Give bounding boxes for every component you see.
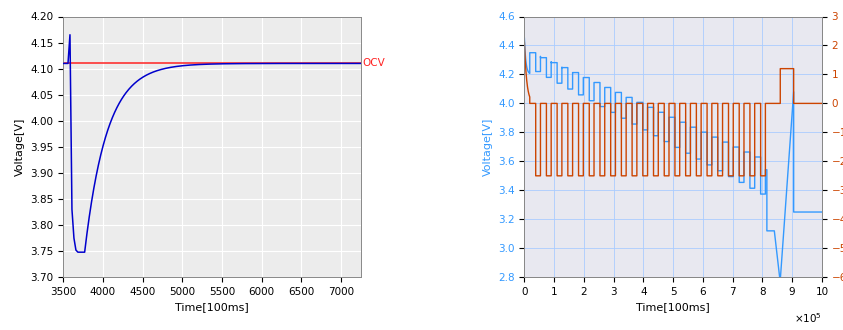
X-axis label: Time[100ms]: Time[100ms]	[175, 303, 249, 313]
Y-axis label: Voltage[V]: Voltage[V]	[14, 118, 24, 176]
X-axis label: Time[100ms]: Time[100ms]	[636, 303, 710, 313]
Text: OCV: OCV	[362, 58, 384, 68]
Y-axis label: Voltage[V]: Voltage[V]	[482, 118, 492, 176]
Text: $\times 10^5$: $\times 10^5$	[794, 311, 822, 325]
